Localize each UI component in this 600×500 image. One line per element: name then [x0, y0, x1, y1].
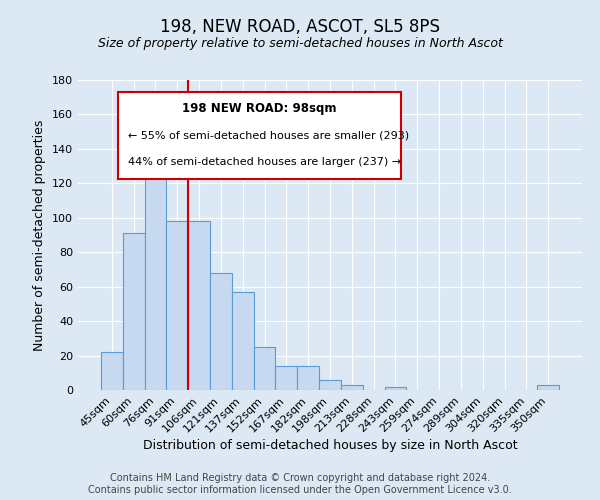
Text: Size of property relative to semi-detached houses in North Ascot: Size of property relative to semi-detach… — [98, 38, 502, 51]
Bar — [188, 221, 210, 390]
Text: 198 NEW ROAD: 98sqm: 198 NEW ROAD: 98sqm — [182, 102, 337, 114]
Text: Contains HM Land Registry data © Crown copyright and database right 2024.
Contai: Contains HM Land Registry data © Crown c… — [88, 474, 512, 495]
FancyBboxPatch shape — [118, 92, 401, 179]
Bar — [232, 292, 254, 390]
Bar — [385, 386, 406, 390]
X-axis label: Distribution of semi-detached houses by size in North Ascot: Distribution of semi-detached houses by … — [143, 440, 517, 452]
Bar — [537, 385, 559, 390]
Bar — [319, 380, 341, 390]
Bar — [275, 366, 297, 390]
Text: ← 55% of semi-detached houses are smaller (293): ← 55% of semi-detached houses are smalle… — [128, 131, 410, 141]
Bar — [123, 234, 145, 390]
Bar — [166, 221, 188, 390]
Bar — [101, 352, 123, 390]
Bar — [254, 347, 275, 390]
Text: 198, NEW ROAD, ASCOT, SL5 8PS: 198, NEW ROAD, ASCOT, SL5 8PS — [160, 18, 440, 36]
Bar — [210, 273, 232, 390]
Y-axis label: Number of semi-detached properties: Number of semi-detached properties — [34, 120, 46, 350]
Text: 44% of semi-detached houses are larger (237) →: 44% of semi-detached houses are larger (… — [128, 157, 401, 167]
Bar — [145, 154, 166, 390]
Bar — [297, 366, 319, 390]
Bar — [341, 385, 363, 390]
